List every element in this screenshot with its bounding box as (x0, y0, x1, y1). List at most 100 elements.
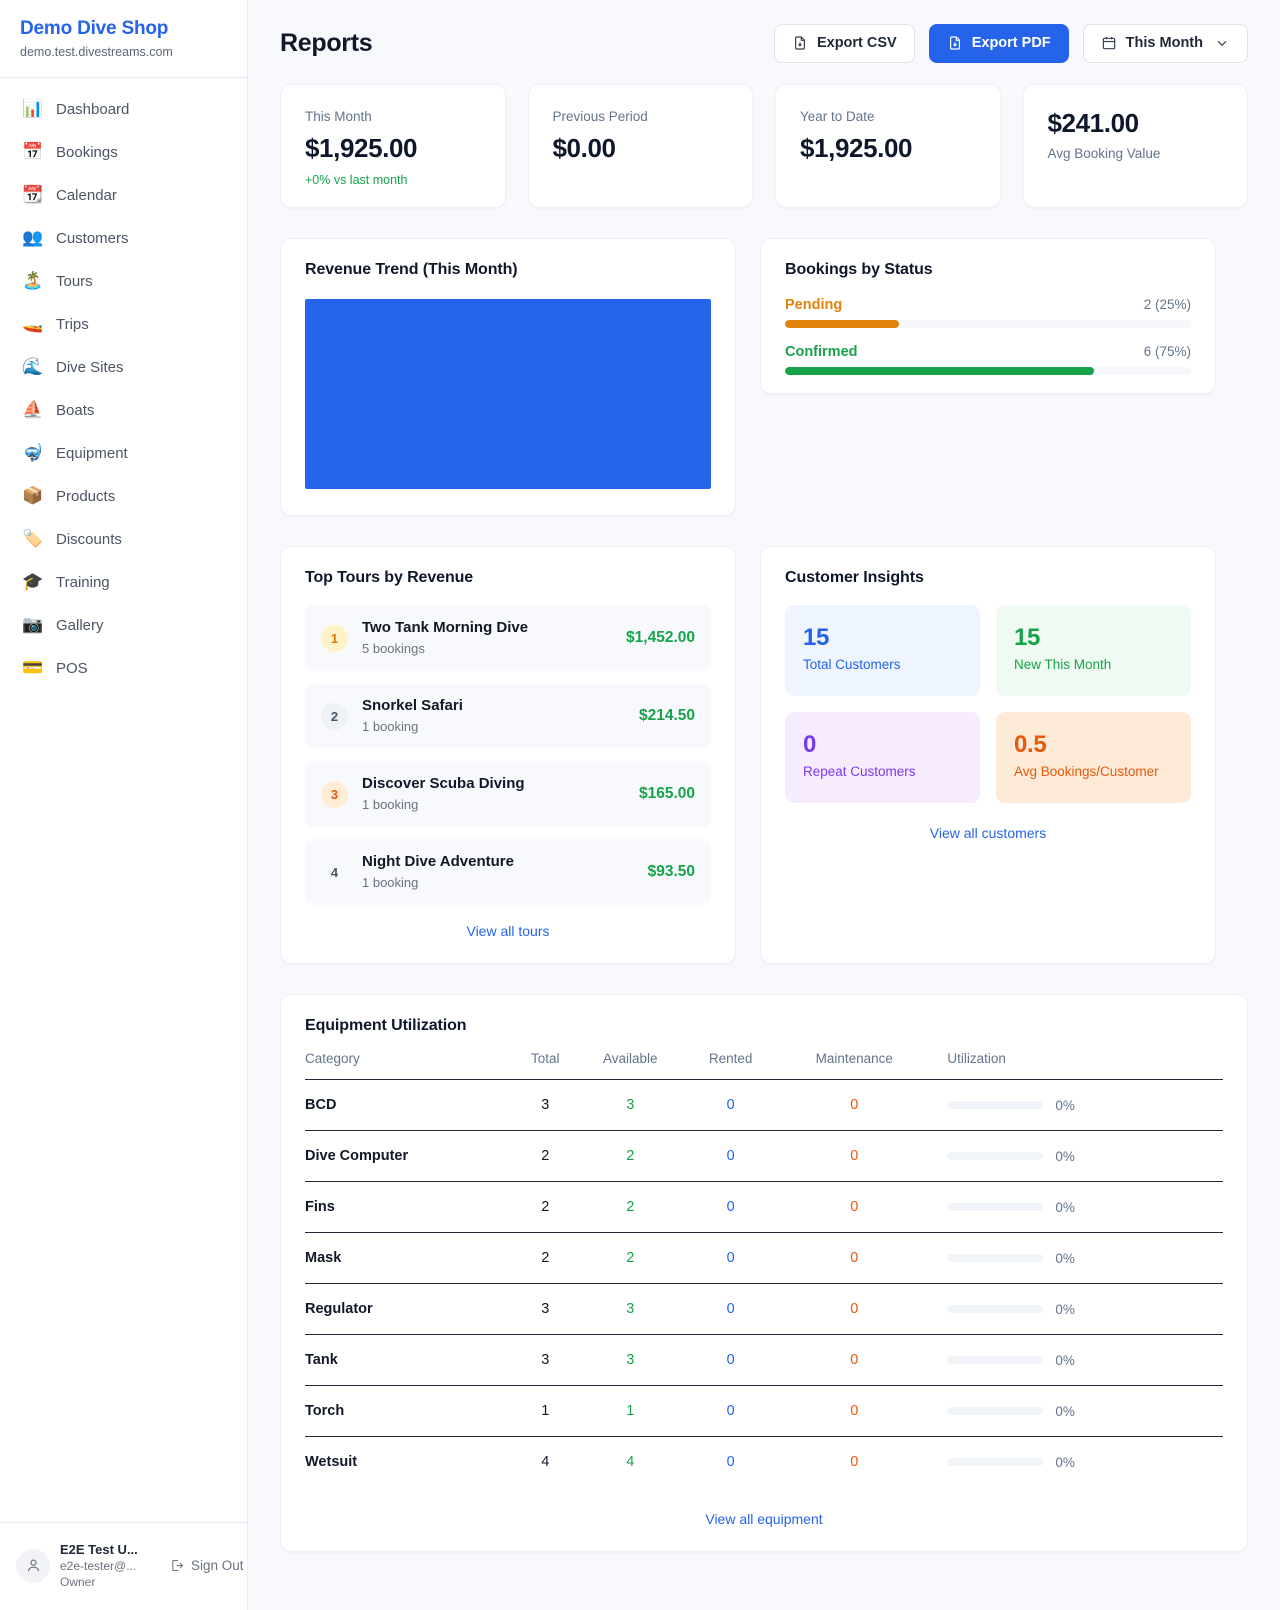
equipment-category: Fins (305, 1181, 517, 1233)
equipment-maintenance: 0 (775, 1181, 934, 1233)
status-list: Pending 2 (25%) Confirmed 6 (75%) (785, 297, 1191, 375)
sidebar-item-boats[interactable]: ⛵ Boats (0, 389, 247, 432)
sidebar-item-label: Equipment (56, 445, 128, 462)
export-csv-button[interactable]: Export CSV (773, 23, 915, 63)
customer-insight-card: 15 Total Customers (785, 605, 980, 696)
tour-list-item[interactable]: 4 Night Dive Adventure 1 booking $93.50 (305, 839, 711, 905)
date-range-selector[interactable]: This Month (1082, 23, 1248, 63)
view-all-tours-link[interactable]: View all tours (466, 923, 550, 939)
sidebar-item-label: Trips (56, 316, 89, 333)
equipment-rented: 0 (686, 1079, 776, 1131)
equipment-utilization-cell: 0% (933, 1385, 1223, 1437)
sidebar-item-label: Training (56, 574, 110, 591)
tour-bookings: 1 booking (362, 797, 419, 812)
equipment-rented: 0 (686, 1232, 776, 1284)
equipment-column-header: Total (530, 1051, 560, 1066)
training-icon: 🎓 (22, 572, 44, 592)
utilization-track (947, 1407, 1044, 1415)
equipment-total: 4 (516, 1436, 575, 1487)
tour-list-item[interactable]: 2 Snorkel Safari 1 booking $214.50 (305, 683, 711, 749)
sidebar-item-trips[interactable]: 🚤 Trips (0, 303, 247, 346)
sidebar-item-dashboard[interactable]: 📊 Dashboard (0, 88, 247, 131)
status-head: Confirmed 6 (75%) (785, 344, 1191, 360)
equipment-column-header: Maintenance (815, 1051, 893, 1066)
dive-sites-icon: 🌊 (22, 357, 44, 377)
equipment-maintenance: 0 (775, 1079, 934, 1131)
tour-list-item[interactable]: 1 Two Tank Morning Dive 5 bookings $1,452.0… (305, 605, 711, 671)
kpi-card: Previous Period $0.00 (527, 84, 753, 208)
user-icon (27, 1559, 39, 1572)
utilization-percent: 0% (1055, 1199, 1075, 1215)
kpi-card: $241.00 Avg Booking Value (1022, 84, 1248, 208)
customer-insight-label: Avg Bookings/Customer (1014, 764, 1159, 779)
sidebar-item-discounts[interactable]: 🏷️ Discounts (0, 518, 247, 561)
charts-row: Revenue Trend (This Month) Bookings by S… (280, 238, 1248, 516)
equipment-total: 2 (516, 1232, 575, 1284)
equipment-utilization-cell: 0% (933, 1436, 1223, 1487)
file-download-icon (794, 36, 805, 50)
sidebar-item-training[interactable]: 🎓 Training (0, 561, 247, 604)
sidebar-item-equipment[interactable]: 🤿 Equipment (0, 432, 247, 475)
main-content: Reports Export CSV Export PDF This Month… (248, 0, 1280, 1610)
view-all-customers-link[interactable]: View all customers (929, 825, 1047, 841)
tours-icon: 🏝️ (22, 271, 44, 291)
sidebar-item-tours[interactable]: 🏝️ Tours (0, 260, 247, 303)
status-progress-track (785, 320, 1191, 328)
brand-block[interactable]: Demo Dive Shop demo.test.divestreams.com (0, 0, 247, 78)
equipment-maintenance: 0 (775, 1436, 934, 1487)
sidebar-item-label: Dive Sites (56, 359, 124, 376)
equipment-table-row: Tank 3 3 0 0 0% (305, 1334, 1223, 1386)
status-count: 6 (75%) (1143, 344, 1191, 359)
kpi-value: $1,925.00 (305, 133, 418, 163)
tour-info: Two Tank Morning Dive 5 bookings (362, 618, 612, 658)
sign-out-button[interactable]: Sign Out (170, 1558, 244, 1573)
utilization-track (947, 1203, 1044, 1211)
brand-title: Demo Dive Shop (20, 18, 169, 39)
equipment-available: 3 (574, 1283, 687, 1335)
sidebar-item-bookings[interactable]: 📅 Bookings (0, 131, 247, 174)
view-all-equipment-link[interactable]: View all equipment (705, 1511, 823, 1527)
trips-icon: 🚤 (22, 314, 44, 334)
tour-rank-badge: 4 (330, 864, 339, 880)
kpi-label: Avg Booking Value (1047, 146, 1161, 161)
equipment-utilization-panel: Equipment Utilization Category Total Avail… (280, 994, 1248, 1552)
sidebar-item-gallery[interactable]: 📷 Gallery (0, 604, 247, 647)
sidebar-item-label: POS (56, 660, 88, 677)
tour-info: Snorkel Safari 1 booking (362, 696, 625, 736)
equipment-table-row: Mask 2 2 0 0 0% (305, 1232, 1223, 1284)
tour-revenue: $165.00 (638, 785, 695, 802)
brand-domain: demo.test.divestreams.com (20, 45, 173, 59)
tour-bookings: 1 booking (362, 875, 419, 890)
tour-list-item[interactable]: 3 Discover Scuba Diving 1 booking $165.00 (305, 761, 711, 827)
sidebar-item-pos[interactable]: 💳 POS (0, 647, 247, 690)
kpi-value: $1,925.00 (800, 133, 913, 163)
customer-insight-cards: 15 Total Customers 15 New This Month 0 Repeat… (785, 605, 1191, 803)
customer-insight-card: 15 New This Month (996, 605, 1191, 696)
export-pdf-button[interactable]: Export PDF (928, 23, 1069, 63)
equipment-available: 2 (574, 1232, 687, 1284)
customer-insight-value: 0.5 (1014, 731, 1047, 758)
sidebar-item-dive-sites[interactable]: 🌊 Dive Sites (0, 346, 247, 389)
date-range-label: This Month (1125, 35, 1203, 51)
tour-name: Discover Scuba Diving (362, 775, 525, 792)
sidebar-item-label: Tours (56, 273, 93, 290)
utilization-wrap: 0% (947, 1455, 1223, 1470)
sidebar-item-customers[interactable]: 👥 Customers (0, 217, 247, 260)
top-tours-panel: Top Tours by Revenue 1 Two Tank Morning D… (280, 546, 736, 964)
utilization-track (947, 1356, 1044, 1364)
utilization-track (947, 1458, 1044, 1466)
sidebar-item-label: Discounts (56, 531, 122, 548)
customer-insight-card: 0 Repeat Customers (785, 712, 980, 803)
user-role: Owner (60, 1575, 96, 1589)
status-count: 2 (25%) (1143, 297, 1191, 312)
equipment-utilization-cell: 0% (933, 1181, 1223, 1233)
sidebar-item-label: Calendar (56, 187, 117, 204)
sidebar-item-label: Bookings (56, 144, 118, 161)
equipment-table-head: Category Total Available Rented Maintenance U… (305, 1051, 1223, 1080)
utilization-percent: 0% (1055, 1148, 1075, 1164)
top-tours-title: Top Tours by Revenue (305, 569, 474, 586)
sidebar-item-products[interactable]: 📦 Products (0, 475, 247, 518)
kpi-label: Year to Date (800, 109, 875, 124)
tour-revenue: $214.50 (638, 707, 695, 724)
sidebar-item-calendar[interactable]: 📆 Calendar (0, 174, 247, 217)
